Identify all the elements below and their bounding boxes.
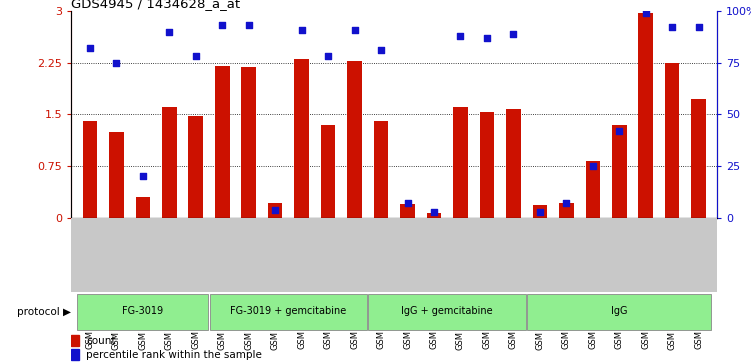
Point <box>269 207 281 212</box>
FancyBboxPatch shape <box>210 294 367 330</box>
Bar <box>71 335 80 346</box>
Point <box>481 35 493 41</box>
Point <box>508 31 520 37</box>
Bar <box>162 107 176 218</box>
Bar <box>453 107 468 218</box>
Point <box>348 26 360 32</box>
Point <box>110 60 122 65</box>
Point <box>666 25 678 30</box>
Text: percentile rank within the sample: percentile rank within the sample <box>86 350 262 360</box>
Bar <box>559 203 574 218</box>
Text: FG-3019: FG-3019 <box>122 306 164 317</box>
Bar <box>374 121 388 218</box>
Bar <box>692 99 706 218</box>
Bar <box>215 66 230 218</box>
Bar <box>71 349 80 360</box>
Bar <box>586 161 600 218</box>
Point <box>243 23 255 28</box>
Bar <box>665 62 680 218</box>
Point <box>534 209 546 215</box>
Text: IgG: IgG <box>611 306 628 317</box>
Point <box>163 29 175 34</box>
Point <box>296 26 308 32</box>
Point <box>322 53 334 59</box>
Point <box>640 10 652 16</box>
FancyBboxPatch shape <box>368 294 526 330</box>
Bar <box>241 68 256 218</box>
Bar <box>83 121 97 218</box>
Bar <box>347 61 362 218</box>
Bar <box>135 197 150 218</box>
FancyBboxPatch shape <box>77 294 209 330</box>
Bar <box>532 205 547 218</box>
Bar <box>189 117 203 218</box>
Bar <box>268 203 282 218</box>
Bar <box>294 59 309 218</box>
Text: count: count <box>86 336 116 346</box>
Point <box>692 25 704 30</box>
Text: protocol ▶: protocol ▶ <box>17 307 71 317</box>
Point <box>587 163 599 169</box>
Bar <box>480 112 494 218</box>
Bar <box>612 125 626 218</box>
Point <box>190 53 202 59</box>
Point <box>560 200 572 206</box>
Point <box>84 45 96 51</box>
Text: GDS4945 / 1434628_a_at: GDS4945 / 1434628_a_at <box>71 0 240 10</box>
Point <box>402 200 414 206</box>
Bar <box>638 13 653 218</box>
Point <box>137 174 149 179</box>
Text: FG-3019 + gemcitabine: FG-3019 + gemcitabine <box>231 306 346 317</box>
Point <box>375 47 387 53</box>
Bar <box>321 125 336 218</box>
Point <box>454 33 466 38</box>
Bar <box>506 109 520 218</box>
Bar <box>109 131 124 218</box>
Point <box>614 128 626 134</box>
FancyBboxPatch shape <box>527 294 711 330</box>
Bar <box>400 204 415 218</box>
Bar <box>427 213 442 218</box>
Point <box>216 23 228 28</box>
Text: IgG + gemcitabine: IgG + gemcitabine <box>401 306 493 317</box>
Point <box>428 209 440 215</box>
